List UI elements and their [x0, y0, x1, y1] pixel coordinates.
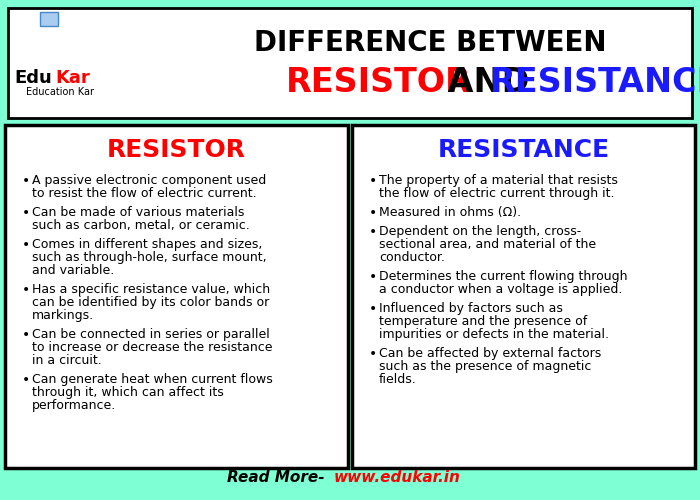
Text: Can be made of various materials: Can be made of various materials	[32, 206, 244, 219]
Text: Measured in ohms (Ω).: Measured in ohms (Ω).	[379, 206, 521, 219]
Text: RESISTANCE: RESISTANCE	[438, 138, 610, 162]
Text: Can be connected in series or parallel: Can be connected in series or parallel	[32, 328, 270, 341]
Text: to increase or decrease the resistance: to increase or decrease the resistance	[32, 341, 272, 354]
Text: AND: AND	[436, 66, 541, 98]
Text: •: •	[22, 174, 30, 188]
Text: Read More-: Read More-	[227, 470, 330, 486]
Text: Can generate heat when current flows: Can generate heat when current flows	[32, 373, 273, 386]
Text: temperature and the presence of: temperature and the presence of	[379, 315, 587, 328]
Text: Dependent on the length, cross-: Dependent on the length, cross-	[379, 225, 581, 238]
Text: •: •	[22, 373, 30, 387]
Text: •: •	[369, 174, 377, 188]
Text: sectional area, and material of the: sectional area, and material of the	[379, 238, 596, 251]
Text: Edu: Edu	[14, 69, 52, 87]
FancyBboxPatch shape	[40, 12, 58, 26]
Text: performance.: performance.	[32, 399, 116, 412]
Text: can be identified by its color bands or: can be identified by its color bands or	[32, 296, 270, 309]
Text: Influenced by factors such as: Influenced by factors such as	[379, 302, 563, 315]
Text: •: •	[369, 206, 377, 220]
Text: through it, which can affect its: through it, which can affect its	[32, 386, 224, 399]
FancyBboxPatch shape	[352, 125, 695, 468]
Text: •: •	[369, 302, 377, 316]
Text: www.edukar.in: www.edukar.in	[334, 470, 461, 486]
Text: •: •	[22, 206, 30, 220]
Text: •: •	[369, 270, 377, 284]
Text: Comes in different shapes and sizes,: Comes in different shapes and sizes,	[32, 238, 262, 251]
Text: Kar: Kar	[55, 69, 90, 87]
Text: and variable.: and variable.	[32, 264, 114, 277]
Text: DIFFERENCE BETWEEN: DIFFERENCE BETWEEN	[253, 29, 606, 57]
Text: Determines the current flowing through: Determines the current flowing through	[379, 270, 627, 283]
Text: •: •	[369, 347, 377, 361]
Text: A passive electronic component used: A passive electronic component used	[32, 174, 266, 187]
Text: •: •	[22, 328, 30, 342]
Text: RESISTOR: RESISTOR	[286, 66, 472, 98]
Text: •: •	[22, 283, 30, 297]
Text: such as through-hole, surface mount,: such as through-hole, surface mount,	[32, 251, 267, 264]
Text: to resist the flow of electric current.: to resist the flow of electric current.	[32, 187, 257, 200]
FancyBboxPatch shape	[5, 125, 348, 468]
Text: the flow of electric current through it.: the flow of electric current through it.	[379, 187, 615, 200]
Text: RESISTANCE: RESISTANCE	[490, 66, 700, 98]
Text: impurities or defects in the material.: impurities or defects in the material.	[379, 328, 609, 341]
Text: in a circuit.: in a circuit.	[32, 354, 102, 367]
Text: RESISTOR: RESISTOR	[107, 138, 246, 162]
Text: •: •	[22, 238, 30, 252]
Text: Has a specific resistance value, which: Has a specific resistance value, which	[32, 283, 270, 296]
Text: a conductor when a voltage is applied.: a conductor when a voltage is applied.	[379, 283, 622, 296]
Text: such as carbon, metal, or ceramic.: such as carbon, metal, or ceramic.	[32, 219, 250, 232]
Text: Can be affected by external factors: Can be affected by external factors	[379, 347, 601, 360]
Text: Education Kar: Education Kar	[26, 87, 94, 97]
Text: markings.: markings.	[32, 309, 94, 322]
Text: fields.: fields.	[379, 373, 416, 386]
Text: The property of a material that resists: The property of a material that resists	[379, 174, 618, 187]
FancyBboxPatch shape	[8, 8, 692, 118]
Text: •: •	[369, 225, 377, 239]
Text: conductor.: conductor.	[379, 251, 445, 264]
Text: such as the presence of magnetic: such as the presence of magnetic	[379, 360, 592, 373]
